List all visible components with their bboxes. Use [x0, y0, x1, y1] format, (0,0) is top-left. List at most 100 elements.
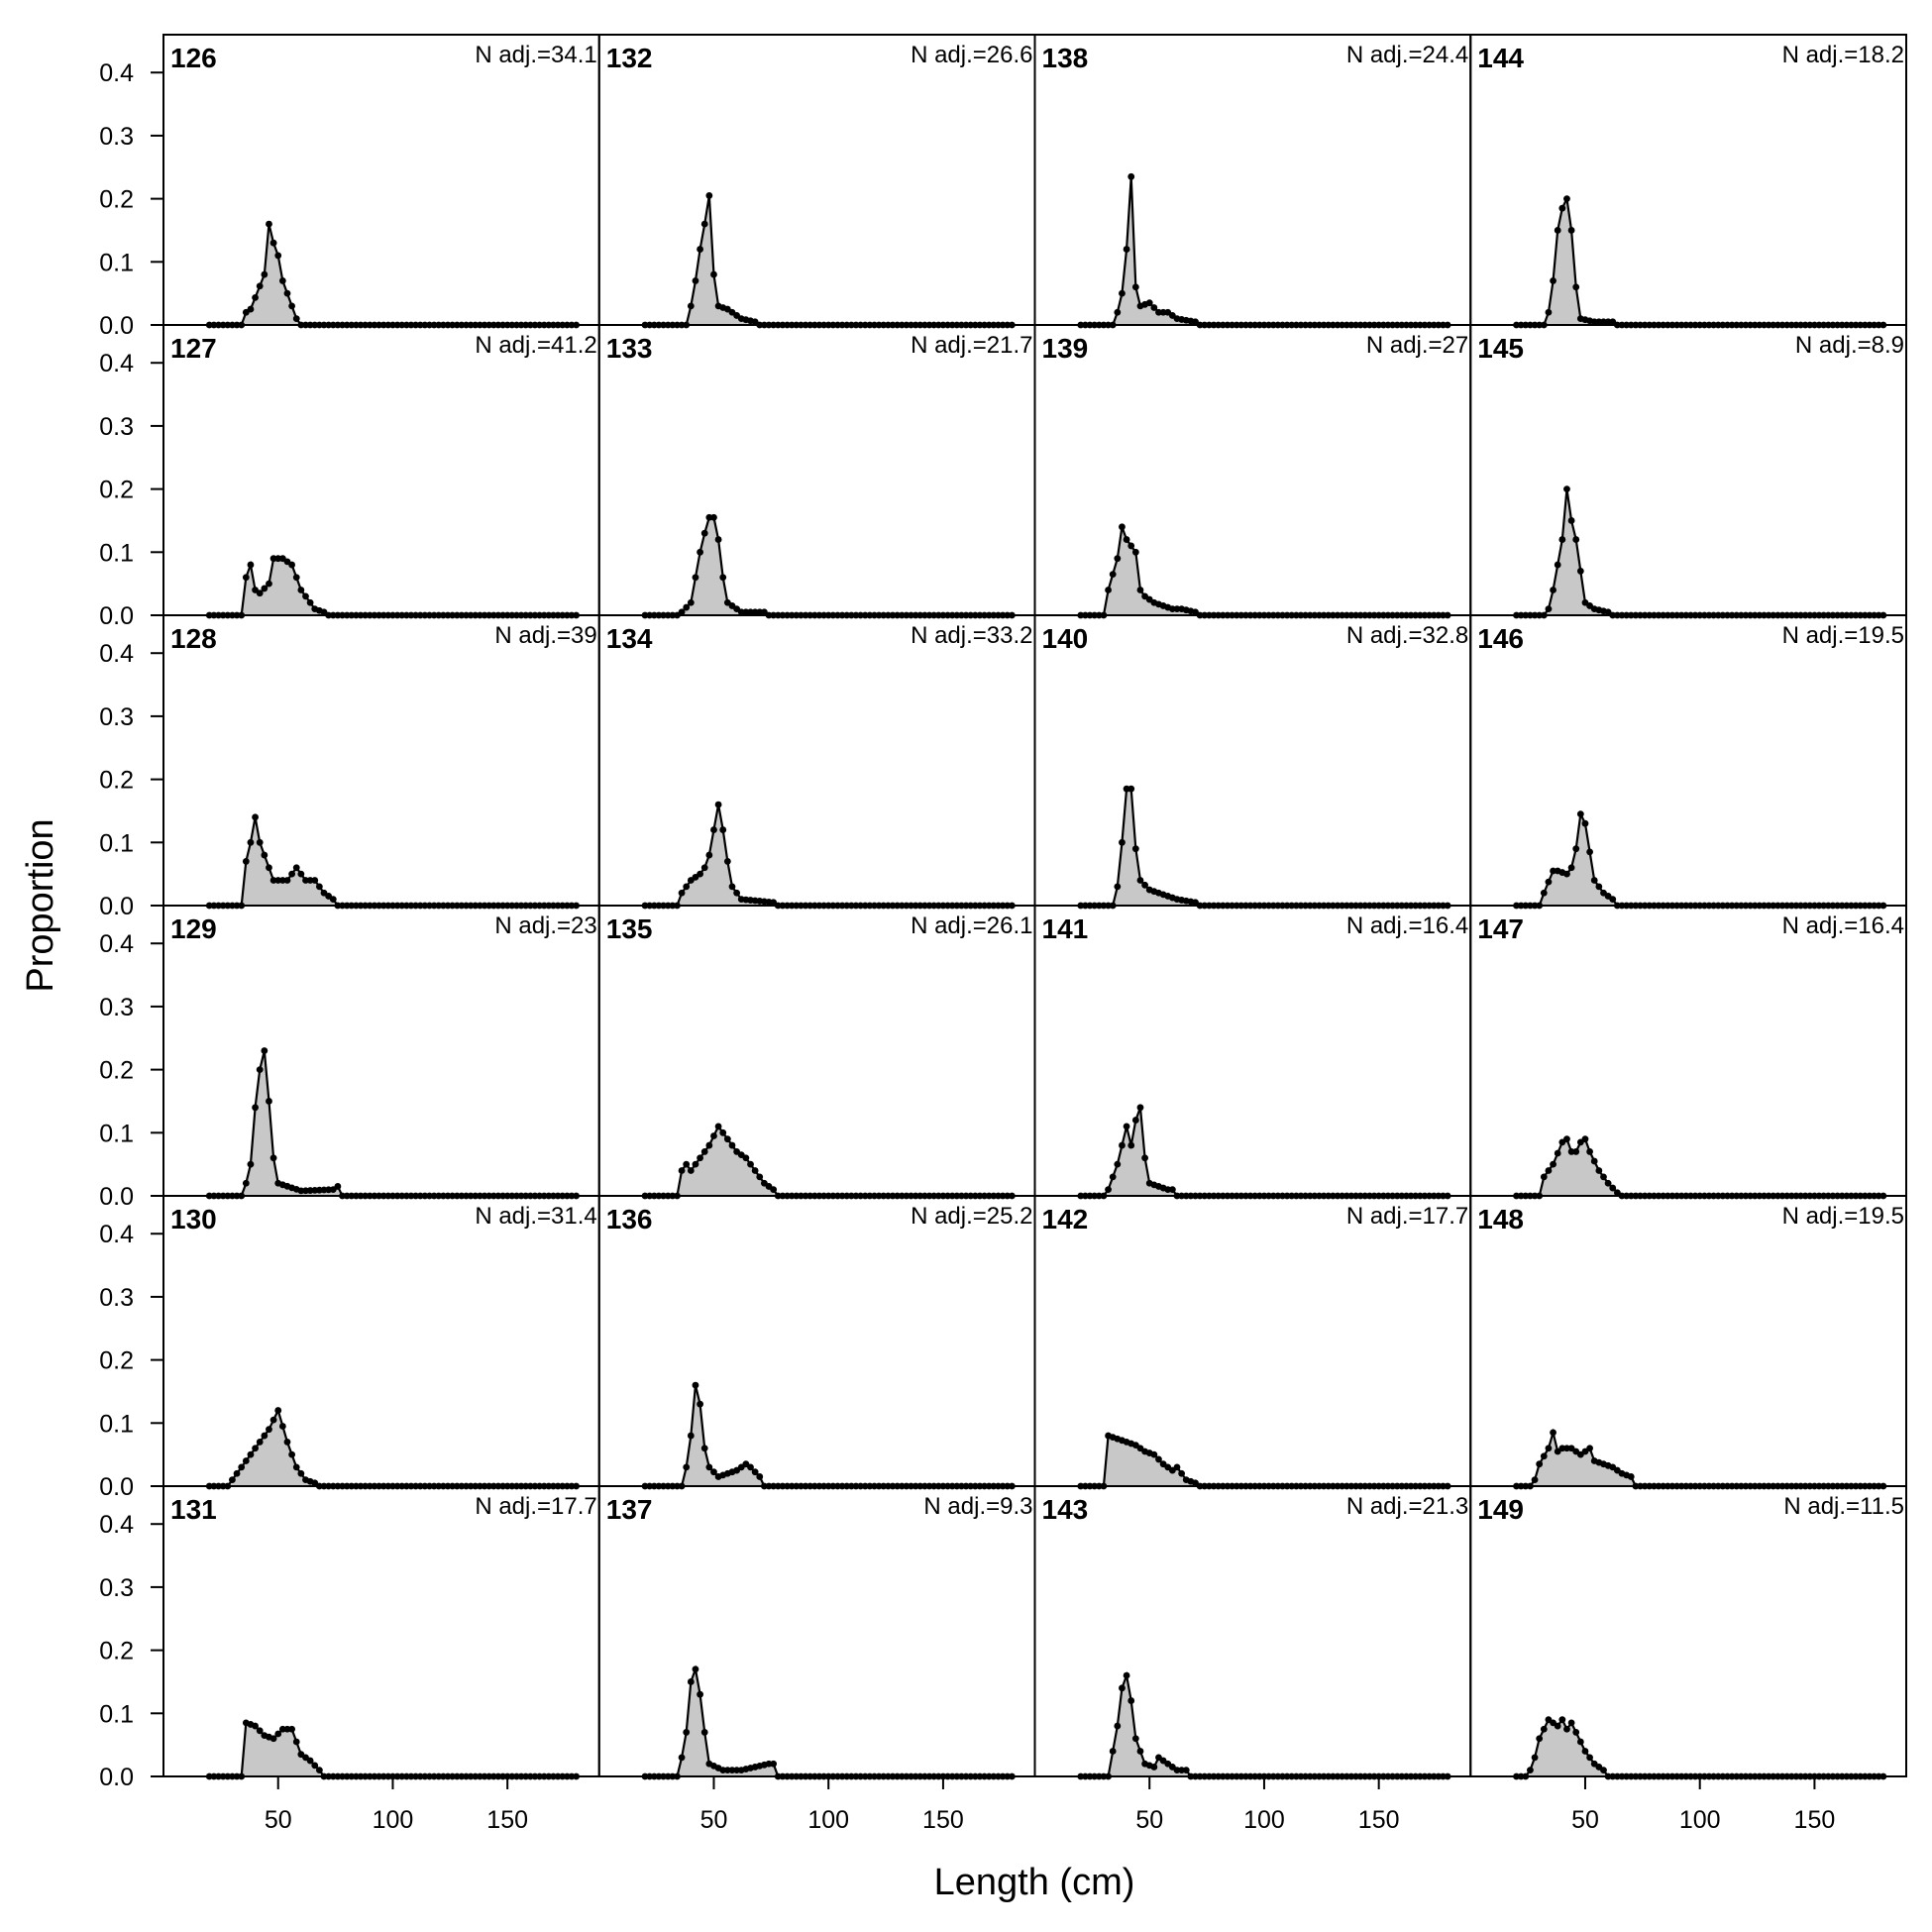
- panel-132-point-12: [697, 246, 703, 253]
- y-tick-label-r0-1: 0.1: [99, 249, 134, 276]
- panel-132-point-14: [705, 192, 713, 199]
- y-tick-label-r2-2: 0.2: [99, 767, 134, 795]
- panel-149-nadj: N adj.=11.5: [1783, 1493, 1904, 1520]
- panel-144-point-13: [1572, 283, 1580, 291]
- panel-143-nadj: N adj.=21.3: [1346, 1493, 1468, 1520]
- x-tick-label-c2-1: 100: [1243, 1806, 1285, 1834]
- panel-133-label: 133: [606, 333, 653, 364]
- panel-140-area: [1080, 789, 1449, 906]
- panel-143-point-16: [1150, 1764, 1158, 1771]
- x-tick-label-c3-2: 150: [1794, 1806, 1836, 1834]
- panel-132-point-15: [710, 270, 717, 278]
- panel-128-point-8: [242, 858, 250, 865]
- panel-129-point-12: [261, 1047, 268, 1054]
- panel-135-point-19: [728, 1141, 736, 1149]
- panel-134-point-14: [705, 851, 713, 859]
- panel-149-point-14: [1576, 1738, 1584, 1746]
- panel-128-point-12: [261, 851, 268, 859]
- panel-129-point-8: [242, 1179, 250, 1187]
- panel-132-point-10: [687, 302, 695, 310]
- x-tick-label-c3-0: 50: [1571, 1806, 1599, 1834]
- y-tick-label-r4-0: 0.0: [99, 1473, 134, 1501]
- panel-146-point-16: [1586, 848, 1593, 856]
- panel-144-point-10: [1558, 204, 1566, 212]
- panel-133-point-17: [719, 574, 727, 582]
- y-tick-label-r1-4: 0.4: [99, 350, 134, 377]
- y-tick-label-r0-2: 0.2: [99, 186, 134, 214]
- panel-134-point-16: [714, 801, 722, 808]
- panel-148-point-6: [1540, 1452, 1548, 1460]
- panel-144-point-7: [1545, 308, 1553, 316]
- y-tick-label-r5-3: 0.3: [99, 1574, 134, 1602]
- panel-135-area: [645, 1126, 1013, 1196]
- panel-140-point-9: [1119, 838, 1126, 846]
- panel-143-area: [1080, 1675, 1449, 1776]
- panel-127-area: [209, 558, 577, 615]
- x-tick-label-c1-1: 100: [807, 1806, 849, 1834]
- panel-127-point-8: [242, 574, 250, 582]
- panel-137-point-8: [678, 1754, 686, 1762]
- panel-127-point-9: [247, 561, 255, 569]
- panel-127-point-19: [292, 574, 300, 582]
- y-tick-label-r2-3: 0.3: [99, 703, 134, 731]
- panel-135-point-28: [770, 1186, 778, 1194]
- panel-147-point-8: [1550, 1160, 1556, 1168]
- panel-147-point-20: [1604, 1179, 1612, 1187]
- panel-130-point-18: [288, 1450, 296, 1458]
- panel-140-point-8: [1114, 883, 1122, 891]
- panel-146-point-21: [1609, 896, 1617, 904]
- panel-134-point-17: [719, 826, 727, 833]
- panel-146-point-18: [1595, 883, 1603, 891]
- panel-139-point-13: [1136, 587, 1144, 593]
- panel-129-point-13: [266, 1098, 272, 1105]
- panel-141-point-6: [1105, 1186, 1112, 1194]
- y-tick-label-r3-2: 0.2: [99, 1057, 134, 1085]
- panel-128-point-24: [315, 883, 323, 891]
- panel-149-point-9: [1554, 1722, 1561, 1730]
- panel-147-nadj: N adj.=16.4: [1782, 912, 1904, 939]
- panel-142-point-22: [1178, 1469, 1186, 1477]
- panel-127-nadj: N adj.=41.2: [475, 332, 596, 359]
- panel-146-nadj: N adj.=19.5: [1782, 622, 1904, 649]
- y-tick-label-r2-4: 0.4: [99, 640, 134, 668]
- panel-137-nadj: N adj.=9.3: [923, 1493, 1032, 1520]
- panel-127-point-12: [261, 585, 268, 592]
- panel-148-point-8: [1550, 1429, 1556, 1437]
- panel-128-area: [209, 816, 577, 906]
- panel-148-point-16: [1586, 1445, 1593, 1452]
- panel-130-point-14: [269, 1416, 277, 1424]
- panel-127-point-11: [256, 590, 264, 597]
- x-axis-title: Length (cm): [934, 1862, 1135, 1903]
- panel-144-point-9: [1554, 227, 1561, 234]
- panel-133-point-16: [714, 536, 722, 543]
- panel-134-label: 134: [606, 623, 653, 654]
- panel-127-point-22: [306, 598, 314, 606]
- panel-127-point-13: [266, 580, 272, 588]
- panel-146-point-7: [1545, 878, 1553, 886]
- panel-143-point-11: [1127, 1697, 1135, 1704]
- panel-136-point-14: [705, 1463, 713, 1471]
- panel-126-point-16: [278, 277, 286, 284]
- panel-144: 144 N adj.=18.2: [1469, 34, 1907, 329]
- panel-138-point-11: [1127, 172, 1135, 180]
- panel-146-point-14: [1576, 810, 1584, 818]
- panel-134-nadj: N adj.=33.2: [911, 622, 1032, 649]
- y-tick-label-r5-4: 0.4: [99, 1511, 134, 1539]
- panel-147-point-6: [1540, 1173, 1548, 1181]
- panel-148-point-7: [1545, 1445, 1553, 1452]
- panel-145-point-11: [1563, 485, 1570, 493]
- y-tick-label-r5-1: 0.1: [99, 1700, 134, 1728]
- panel-133-nadj: N adj.=21.7: [911, 332, 1032, 359]
- panel-145-point-13: [1572, 536, 1580, 543]
- panel-141-point-13: [1136, 1104, 1144, 1112]
- panel-133-area: [645, 517, 1013, 615]
- panel-126-point-14: [269, 239, 277, 247]
- panel-140-point-13: [1136, 877, 1144, 884]
- panel-144-point-11: [1563, 195, 1570, 203]
- panel-146-point-17: [1590, 877, 1598, 884]
- y-tick-label-r4-4: 0.4: [99, 1221, 134, 1248]
- panel-147-point-11: [1563, 1135, 1570, 1143]
- panel-130-point-12: [261, 1432, 268, 1440]
- panel-126-point-19: [292, 315, 300, 323]
